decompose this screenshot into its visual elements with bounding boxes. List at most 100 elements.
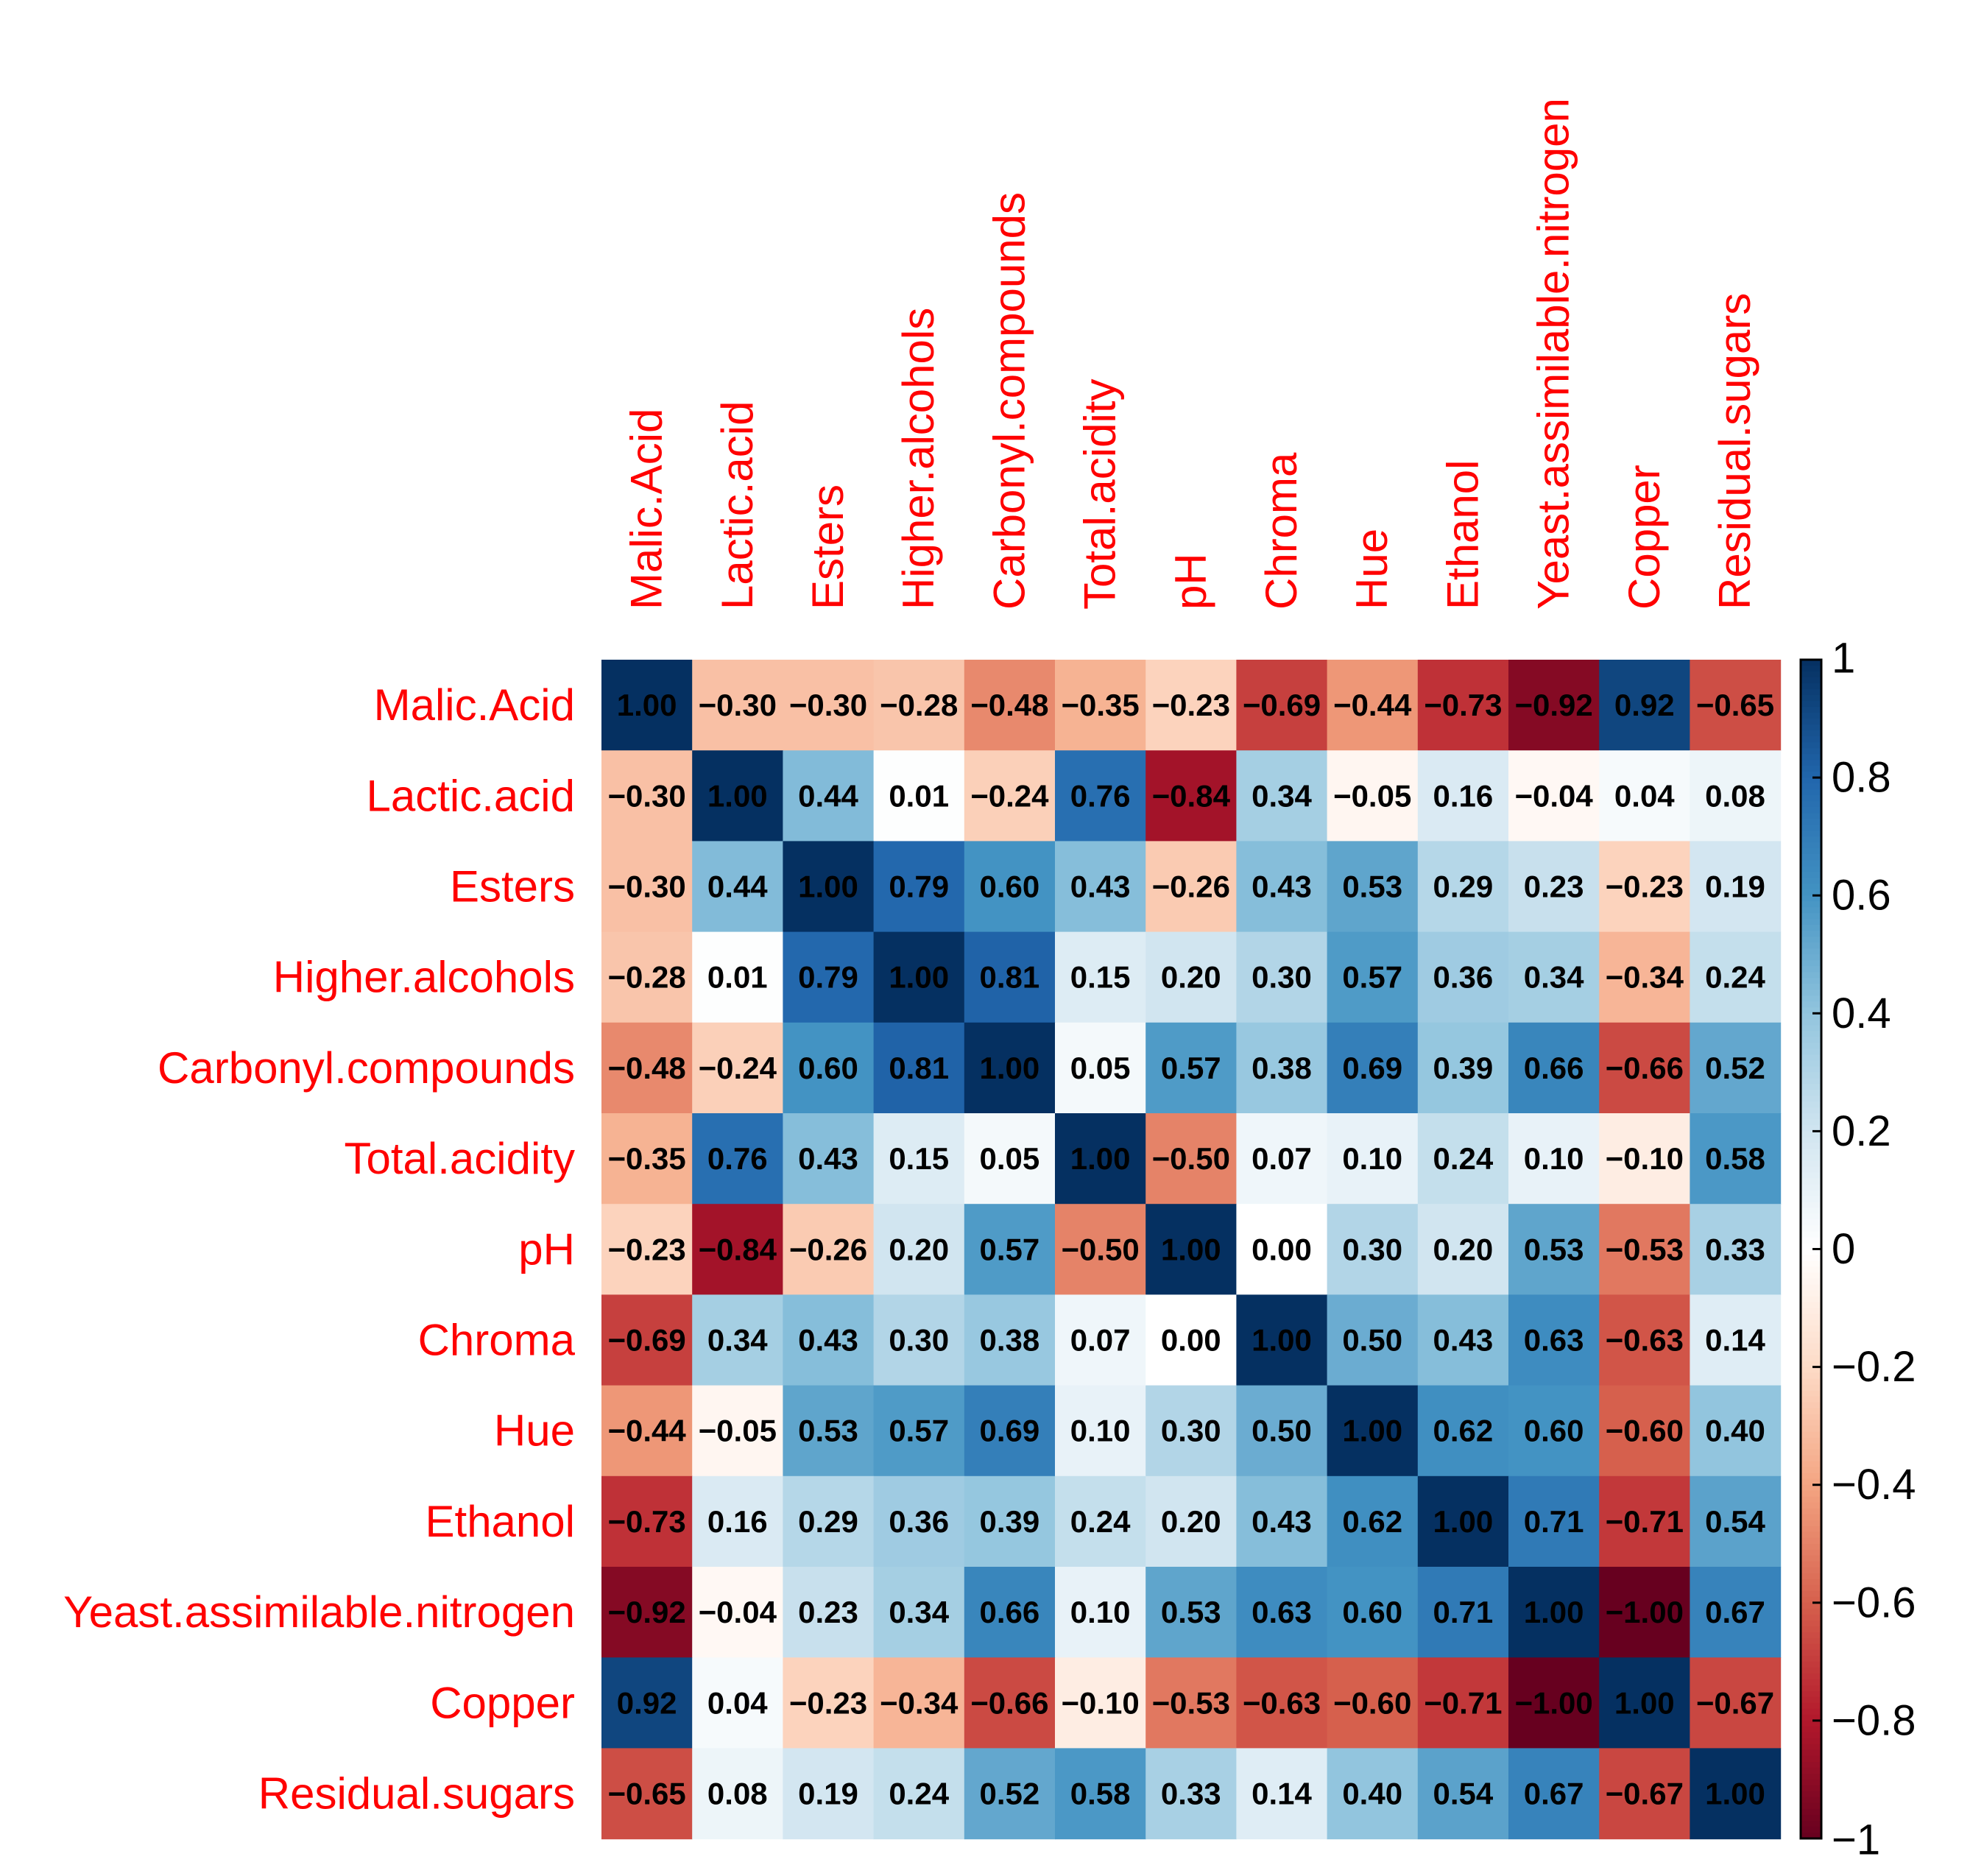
legend-gradient-slice <box>1801 948 1821 956</box>
heatmap-cell <box>601 1204 693 1295</box>
cell-value-label: 0.07 <box>1252 1141 1312 1176</box>
heatmap-cell <box>783 841 875 933</box>
heatmap-cell <box>783 1204 875 1295</box>
heatmap-cell <box>601 1022 693 1114</box>
heatmap-cell <box>692 660 783 751</box>
heatmap-cell <box>1599 1475 1690 1568</box>
legend-gradient-slice <box>1801 1143 1821 1150</box>
legend-gradient-slice <box>1801 1726 1821 1733</box>
legend-gradient-slice <box>1801 1614 1821 1621</box>
cell-value-label: 0.29 <box>798 1504 858 1539</box>
legend-gradient-slice <box>1801 1408 1821 1415</box>
legend-gradient-slice <box>1801 742 1821 749</box>
cell-value-label: 0.92 <box>617 1685 677 1720</box>
legend-gradient-slice <box>1801 925 1821 932</box>
legend-gradient-slice <box>1801 1643 1821 1651</box>
cell-value-label: 0.53 <box>1161 1595 1221 1629</box>
heatmap-cell <box>1327 1475 1419 1568</box>
legend-gradient-slice <box>1801 1720 1821 1727</box>
legend-gradient-slice <box>1801 683 1821 690</box>
cell-value-label: 0.52 <box>980 1777 1040 1811</box>
legend-gradient-slice <box>1801 842 1821 849</box>
cell-value-label: 0.81 <box>889 1051 949 1085</box>
legend-gradient-slice <box>1801 1060 1821 1068</box>
heatmap-cell <box>692 1204 783 1295</box>
heatmap-cell <box>964 1567 1056 1658</box>
legend-gradient-slice <box>1801 1237 1821 1244</box>
cell-value-label: 0.34 <box>1524 960 1584 995</box>
legend-gradient-slice <box>1801 724 1821 731</box>
heatmap-cell <box>692 1385 783 1477</box>
row-label: Malic.Acid <box>374 680 575 730</box>
heatmap-cell <box>1236 1567 1328 1658</box>
cell-value-label: 1.00 <box>980 1051 1040 1085</box>
cell-value-label: −0.69 <box>1243 688 1321 722</box>
heatmap-cell <box>692 931 783 1023</box>
legend-gradient-slice <box>1801 1213 1821 1221</box>
cell-value-label: −0.67 <box>1606 1777 1684 1811</box>
heatmap-cell <box>964 1385 1056 1477</box>
legend-gradient-slice <box>1801 1302 1821 1309</box>
legend-gradient-slice <box>1801 1390 1821 1397</box>
legend-gradient-slice <box>1801 1584 1821 1592</box>
heatmap-cell <box>1055 1022 1146 1114</box>
legend-gradient-slice <box>1801 1661 1821 1668</box>
legend-gradient-slice <box>1801 1331 1821 1339</box>
cell-value-label: 0.23 <box>1524 870 1584 904</box>
cell-value-label: −0.35 <box>607 1141 685 1176</box>
heatmap-cell <box>1145 660 1237 751</box>
legend-gradient-slice <box>1801 1090 1821 1097</box>
legend-gradient-slice <box>1801 666 1821 672</box>
legend-tick-label: 1 <box>1832 635 1855 683</box>
heatmap-cell <box>1690 1294 1782 1386</box>
cell-value-label: 0.10 <box>1524 1141 1584 1176</box>
legend-gradient-slice <box>1801 1313 1821 1321</box>
cell-value-label: 0.23 <box>798 1595 858 1629</box>
legend-gradient-slice <box>1801 1655 1821 1662</box>
heatmap-cell <box>1236 1748 1328 1840</box>
cell-value-label: −0.34 <box>1606 960 1684 995</box>
heatmap-cell <box>1508 1475 1600 1568</box>
cell-value-label: 0.24 <box>1070 1504 1131 1539</box>
legend-gradient-slice <box>1801 1031 1821 1038</box>
heatmap-cell <box>1508 1022 1600 1114</box>
cell-value-label: 0.38 <box>980 1323 1040 1358</box>
heatmap-cell <box>1236 1022 1328 1114</box>
legend-gradient-slice <box>1801 1573 1821 1580</box>
heatmap-cell <box>964 841 1056 933</box>
legend-gradient-slice <box>1801 1343 1821 1350</box>
heatmap-cell <box>1145 1657 1237 1749</box>
legend-gradient-slice <box>1801 1555 1821 1562</box>
legend-gradient-slice <box>1801 1367 1821 1374</box>
cell-value-label: 0.57 <box>1161 1051 1221 1085</box>
column-label: Higher.alcohols <box>894 308 943 610</box>
legend-gradient-slice <box>1801 901 1821 909</box>
legend-gradient-slice <box>1801 1284 1821 1291</box>
heatmap-values: 1.00 −0.30 −0.30 −0.28 −0.48 −0.35 −0.23 −0.69−… <box>607 688 1774 1810</box>
cell-value-label: 0.71 <box>1433 1595 1494 1629</box>
heatmap-cell <box>1599 931 1690 1023</box>
legend-gradient-slice <box>1801 1266 1821 1274</box>
legend-gradient-slice <box>1801 1207 1821 1215</box>
cell-value-label: 0.53 <box>1524 1232 1584 1266</box>
legend-gradient-slice <box>1801 766 1821 772</box>
legend-gradient-slice <box>1801 966 1821 973</box>
heatmap-cell <box>1055 1475 1146 1568</box>
heatmap-cell <box>1417 1022 1509 1114</box>
legend-gradient-slice <box>1801 1761 1821 1769</box>
heatmap-cell <box>873 1113 965 1205</box>
legend-gradient-slice <box>1801 777 1821 784</box>
heatmap-cell <box>1417 1113 1509 1205</box>
cell-value-label: 0.00 <box>1252 1232 1312 1266</box>
cell-value-label: −0.34 <box>880 1685 959 1720</box>
cell-value-label: 1.00 <box>798 870 858 904</box>
heatmap-cell <box>964 1113 1056 1205</box>
cell-value-label: −0.73 <box>607 1504 685 1539</box>
legend-gradient-slice <box>1801 1461 1821 1468</box>
legend-gradient-slice <box>1801 895 1821 903</box>
heatmap-cell <box>1690 1385 1782 1477</box>
cell-value-label: 0.79 <box>889 870 949 904</box>
cell-value-label: 0.60 <box>1524 1414 1584 1448</box>
cell-value-label: 0.66 <box>980 1595 1040 1629</box>
